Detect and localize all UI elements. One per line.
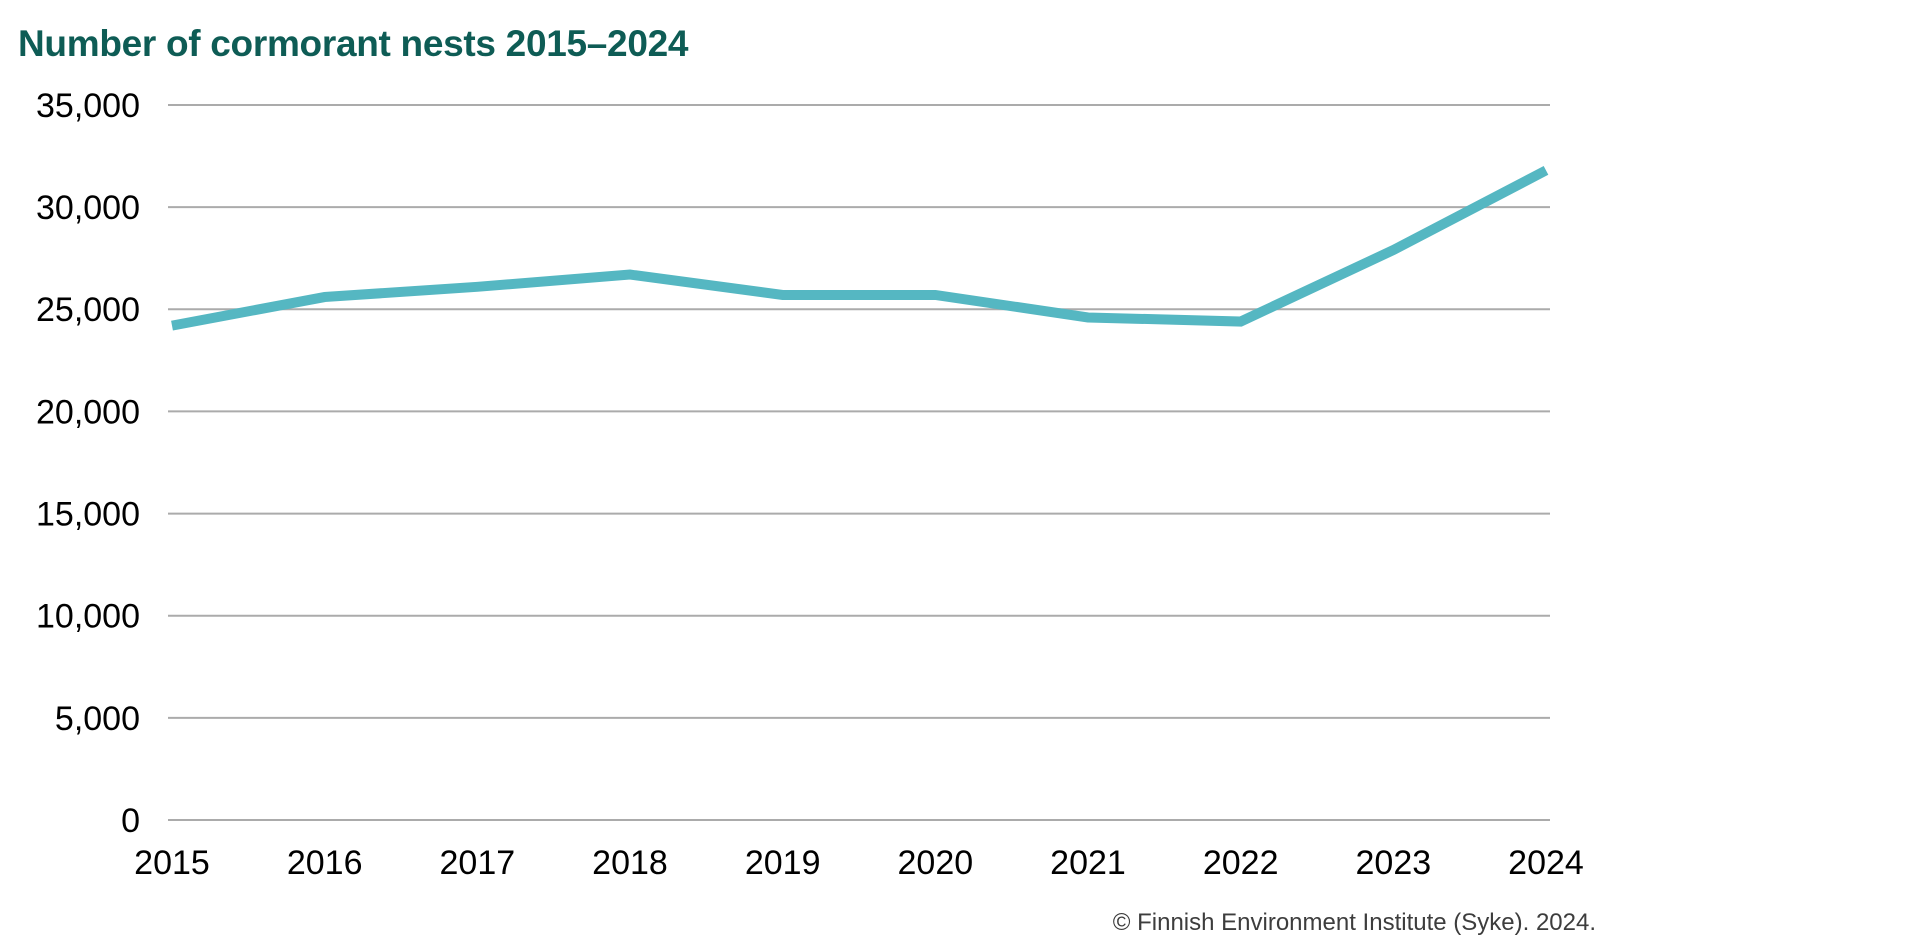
y-tick-label: 5,000 [55, 700, 140, 738]
y-tick-label: 0 [121, 802, 140, 840]
gridlines [168, 104, 1550, 821]
x-tick-label: 2019 [745, 844, 821, 882]
x-tick-label: 2021 [1050, 844, 1126, 882]
y-tick-label: 15,000 [36, 495, 140, 533]
data-line-cormorant-nests [171, 165, 1549, 331]
y-tick-label: 30,000 [36, 189, 140, 227]
attribution: © Finnish Environment Institute (Syke). … [1112, 909, 1596, 936]
x-tick-label: 2016 [287, 844, 363, 882]
y-tick-label: 20,000 [36, 393, 140, 431]
x-tick-label: 2023 [1356, 844, 1432, 882]
x-tick-label: 2024 [1508, 844, 1584, 882]
x-tick-label: 2015 [134, 844, 210, 882]
x-axis-labels: 2015 2016 2017 2018 2019 2020 2021 2022 2023 2024 [134, 844, 1584, 882]
y-tick-label: 25,000 [36, 291, 140, 329]
x-tick-label: 2018 [592, 844, 668, 882]
x-tick-label: 2020 [898, 844, 974, 882]
x-tick-label: 2017 [440, 844, 516, 882]
y-tick-label: 10,000 [36, 598, 140, 636]
chart-title: Number of cormorant nests 2015–2024 [18, 23, 689, 64]
x-tick-label: 2022 [1203, 844, 1279, 882]
y-tick-label: 35,000 [36, 87, 140, 125]
y-axis-labels: 0 5,000 10,000 15,000 20,000 25,000 30,000 35,0… [36, 87, 140, 840]
